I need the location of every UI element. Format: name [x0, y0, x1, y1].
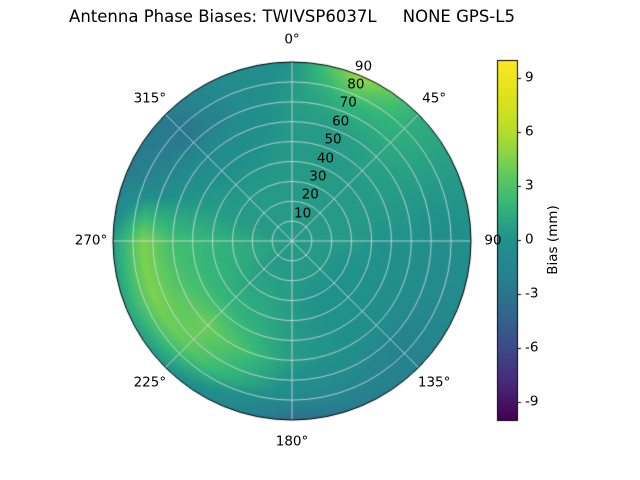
colorbar-tick-label: 9 [525, 69, 534, 86]
colorbar-tick-label: 3 [525, 177, 534, 194]
radial-tick-label: 40 [316, 149, 335, 166]
colorbar-tick-label: 0 [525, 231, 534, 248]
colorbar-tick-label: 6 [525, 123, 534, 140]
colorbar-tick-label: -3 [525, 285, 539, 302]
radial-tick-label: 60 [332, 113, 350, 129]
radial-tick-label: 80 [347, 76, 365, 93]
theta-tick-label: 45° [422, 90, 447, 107]
theta-tick-label: 90 [484, 232, 502, 249]
theta-tick-label: 270° [74, 232, 108, 249]
theta-tick-label: 180° [275, 433, 309, 450]
colorbar-tick-label: -6 [525, 339, 539, 356]
radial-tick-label: 90 [354, 57, 373, 74]
radial-tick-label: 20 [301, 186, 319, 203]
radial-tick-label: 10 [294, 204, 312, 221]
theta-tick-label: 135° [417, 374, 451, 391]
colorbar-tick-label: -9 [525, 393, 539, 410]
theta-tick-label: 0° [284, 31, 300, 48]
theta-tick-label: 315° [133, 90, 167, 107]
theta-tick-label: 225° [133, 374, 167, 391]
radial-tick-label: 30 [309, 168, 327, 185]
colorbar-label: Bias (mm) [545, 205, 561, 275]
radial-tick-label: 50 [324, 131, 342, 148]
radial-tick-label: 70 [339, 94, 357, 111]
